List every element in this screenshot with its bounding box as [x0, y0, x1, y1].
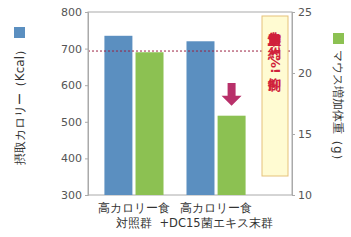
reference-line	[88, 51, 292, 52]
tick-mark	[85, 85, 88, 86]
tick-label: 300	[61, 189, 82, 202]
tick-mark	[85, 49, 88, 50]
tick: 700	[61, 43, 88, 56]
y-axis: 300 400 500 600 700 800	[61, 6, 89, 202]
tick-mark	[85, 12, 88, 13]
chart: 300 400 500 600 700 800 10 15 20 25 摂取カロリー（Kcal） マウ…	[0, 0, 351, 237]
tick: 15	[292, 128, 312, 141]
bars	[104, 36, 245, 195]
annotation-box	[262, 16, 288, 176]
axis-line	[85, 13, 89, 196]
bar	[104, 36, 132, 195]
tick-mark	[292, 73, 295, 74]
tick-label: 600	[61, 79, 82, 92]
tick-label: 20	[298, 67, 312, 80]
y-axis-title: 摂取カロリー（Kcal）	[13, 44, 27, 165]
tick-label: 25	[298, 6, 312, 19]
plot-frame	[88, 12, 292, 195]
y2-axis-title: マウス増加体重（g）	[331, 50, 345, 166]
tick-mark	[292, 134, 295, 135]
tick-mark	[85, 158, 88, 159]
bar	[136, 52, 164, 195]
tick: 10	[292, 189, 312, 202]
tick-mark	[292, 12, 295, 13]
tick: 800	[61, 6, 88, 19]
tick-label: 700	[61, 43, 82, 56]
tick-mark	[85, 122, 88, 123]
tick: 500	[61, 116, 88, 129]
tick: 20	[292, 67, 312, 80]
tick-mark	[292, 195, 295, 196]
arrow	[222, 83, 242, 106]
legend-swatch	[333, 33, 344, 44]
axis-line	[293, 13, 296, 196]
tick: 25	[292, 6, 312, 19]
annotation: 体重増加を約23%抑制!	[268, 22, 283, 93]
y2-axis: 10 15 20 25	[292, 6, 312, 202]
reference-group	[88, 51, 292, 52]
tick-label: 15	[298, 128, 312, 141]
bar	[186, 41, 214, 195]
tick: 300	[61, 189, 88, 202]
bar	[218, 116, 246, 195]
tick: 400	[61, 152, 88, 165]
tick-label: 500	[61, 116, 82, 129]
tick-mark	[85, 195, 88, 196]
legend-swatch	[14, 27, 25, 38]
category-label: 高カロリー食+DC15菌エキス末群	[159, 201, 272, 230]
tick-label: 800	[61, 6, 82, 19]
tick-label: 400	[61, 152, 82, 165]
tick: 600	[61, 79, 88, 92]
tick-label: 10	[298, 189, 312, 202]
